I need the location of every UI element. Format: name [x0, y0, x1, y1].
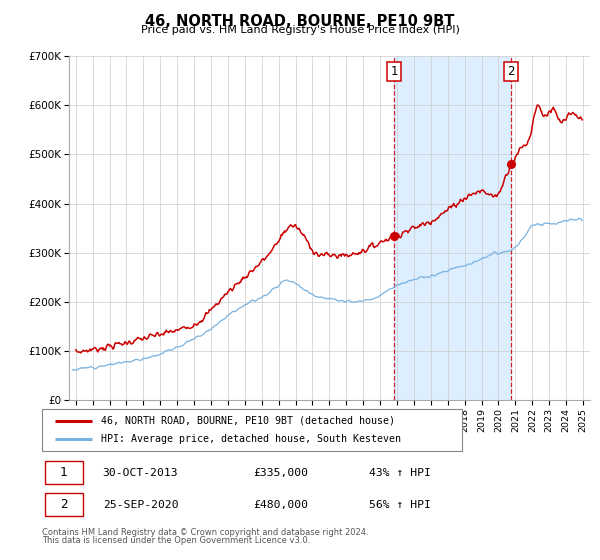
- Text: £335,000: £335,000: [253, 468, 308, 478]
- Text: HPI: Average price, detached house, South Kesteven: HPI: Average price, detached house, Sout…: [101, 435, 401, 445]
- Text: 1: 1: [391, 64, 398, 78]
- Text: 30-OCT-2013: 30-OCT-2013: [103, 468, 178, 478]
- Text: 56% ↑ HPI: 56% ↑ HPI: [370, 500, 431, 510]
- Text: 43% ↑ HPI: 43% ↑ HPI: [370, 468, 431, 478]
- Text: 46, NORTH ROAD, BOURNE, PE10 9BT: 46, NORTH ROAD, BOURNE, PE10 9BT: [145, 14, 455, 29]
- Text: Contains HM Land Registry data © Crown copyright and database right 2024.: Contains HM Land Registry data © Crown c…: [42, 528, 368, 536]
- Bar: [44, 493, 83, 516]
- Bar: [394, 56, 511, 400]
- Text: 1: 1: [60, 466, 67, 479]
- Text: 2: 2: [60, 498, 67, 511]
- Text: Price paid vs. HM Land Registry's House Price Index (HPI): Price paid vs. HM Land Registry's House …: [140, 25, 460, 35]
- Text: £480,000: £480,000: [253, 500, 308, 510]
- Text: 2: 2: [507, 64, 515, 78]
- Text: This data is licensed under the Open Government Licence v3.0.: This data is licensed under the Open Gov…: [42, 536, 310, 545]
- Text: 46, NORTH ROAD, BOURNE, PE10 9BT (detached house): 46, NORTH ROAD, BOURNE, PE10 9BT (detach…: [101, 416, 395, 426]
- Bar: [44, 461, 83, 484]
- Text: 25-SEP-2020: 25-SEP-2020: [103, 500, 178, 510]
